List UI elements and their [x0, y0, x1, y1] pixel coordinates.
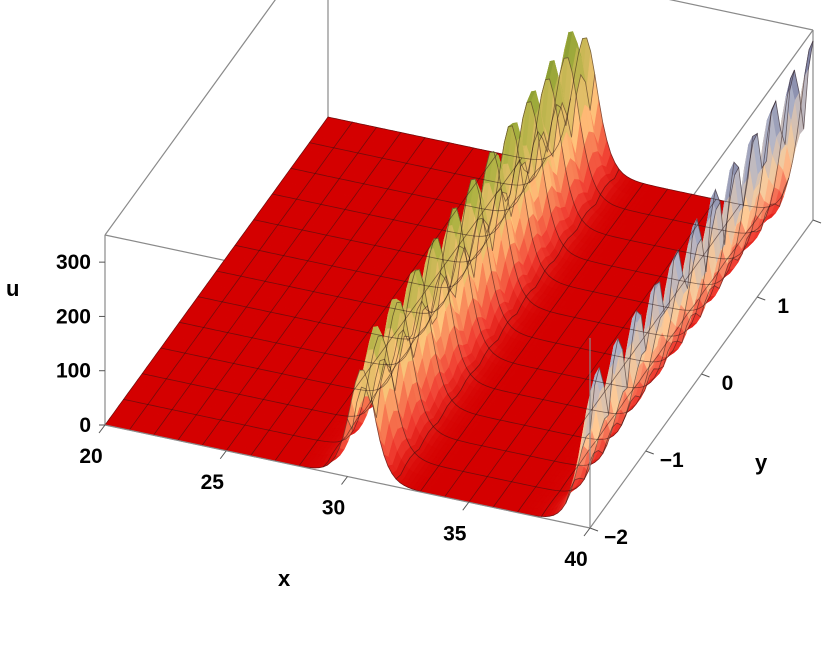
surface	[104, 31, 814, 518]
box-edge-back-2	[668, 0, 814, 31]
box-edge-back-1	[104, 0, 276, 236]
